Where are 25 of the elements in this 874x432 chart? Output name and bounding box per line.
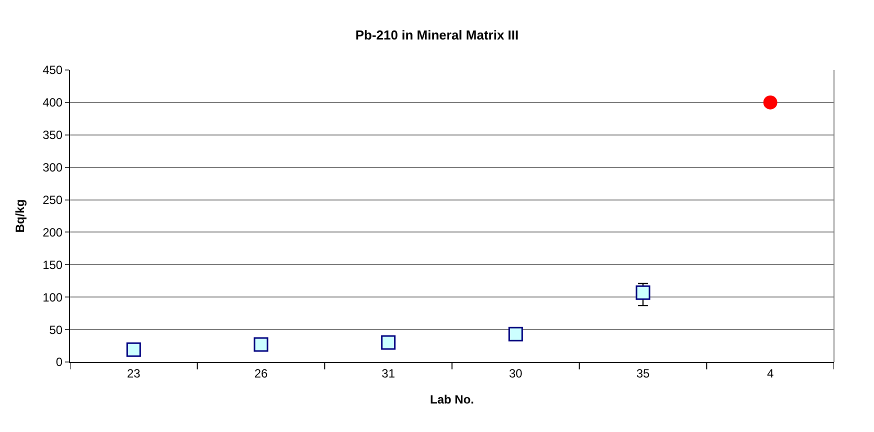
y-axis-title: Bq/kg <box>12 199 27 233</box>
x-tick-label: 23 <box>126 366 141 380</box>
y-tick-label: 150 <box>42 258 63 272</box>
point <box>254 337 268 352</box>
y-tick-label: 400 <box>42 96 63 110</box>
chart-title: Pb-210 in Mineral Matrix III <box>355 27 519 42</box>
point <box>381 335 396 350</box>
y-tick-label: 100 <box>42 290 63 304</box>
y-tick-label: 300 <box>42 160 63 175</box>
y-tick-label: 450 <box>42 63 63 78</box>
x-tick-label: 26 <box>254 366 268 380</box>
y-tick-label: 0 <box>56 355 63 370</box>
x-tick-label: 30 <box>508 366 523 380</box>
point <box>763 95 778 110</box>
point <box>508 326 523 342</box>
y-tick-label: 200 <box>42 225 63 240</box>
x-tick-label: 31 <box>382 366 396 380</box>
point <box>126 342 141 357</box>
y-tick-label: 350 <box>42 128 63 142</box>
y-tick-label: 250 <box>42 192 63 207</box>
y-tick-label: 50 <box>49 322 63 337</box>
point <box>636 285 650 300</box>
x-axis-title: Lab No. <box>430 392 474 406</box>
x-tick-label: 4 <box>766 366 774 380</box>
x-tick-label: 35 <box>636 366 650 380</box>
